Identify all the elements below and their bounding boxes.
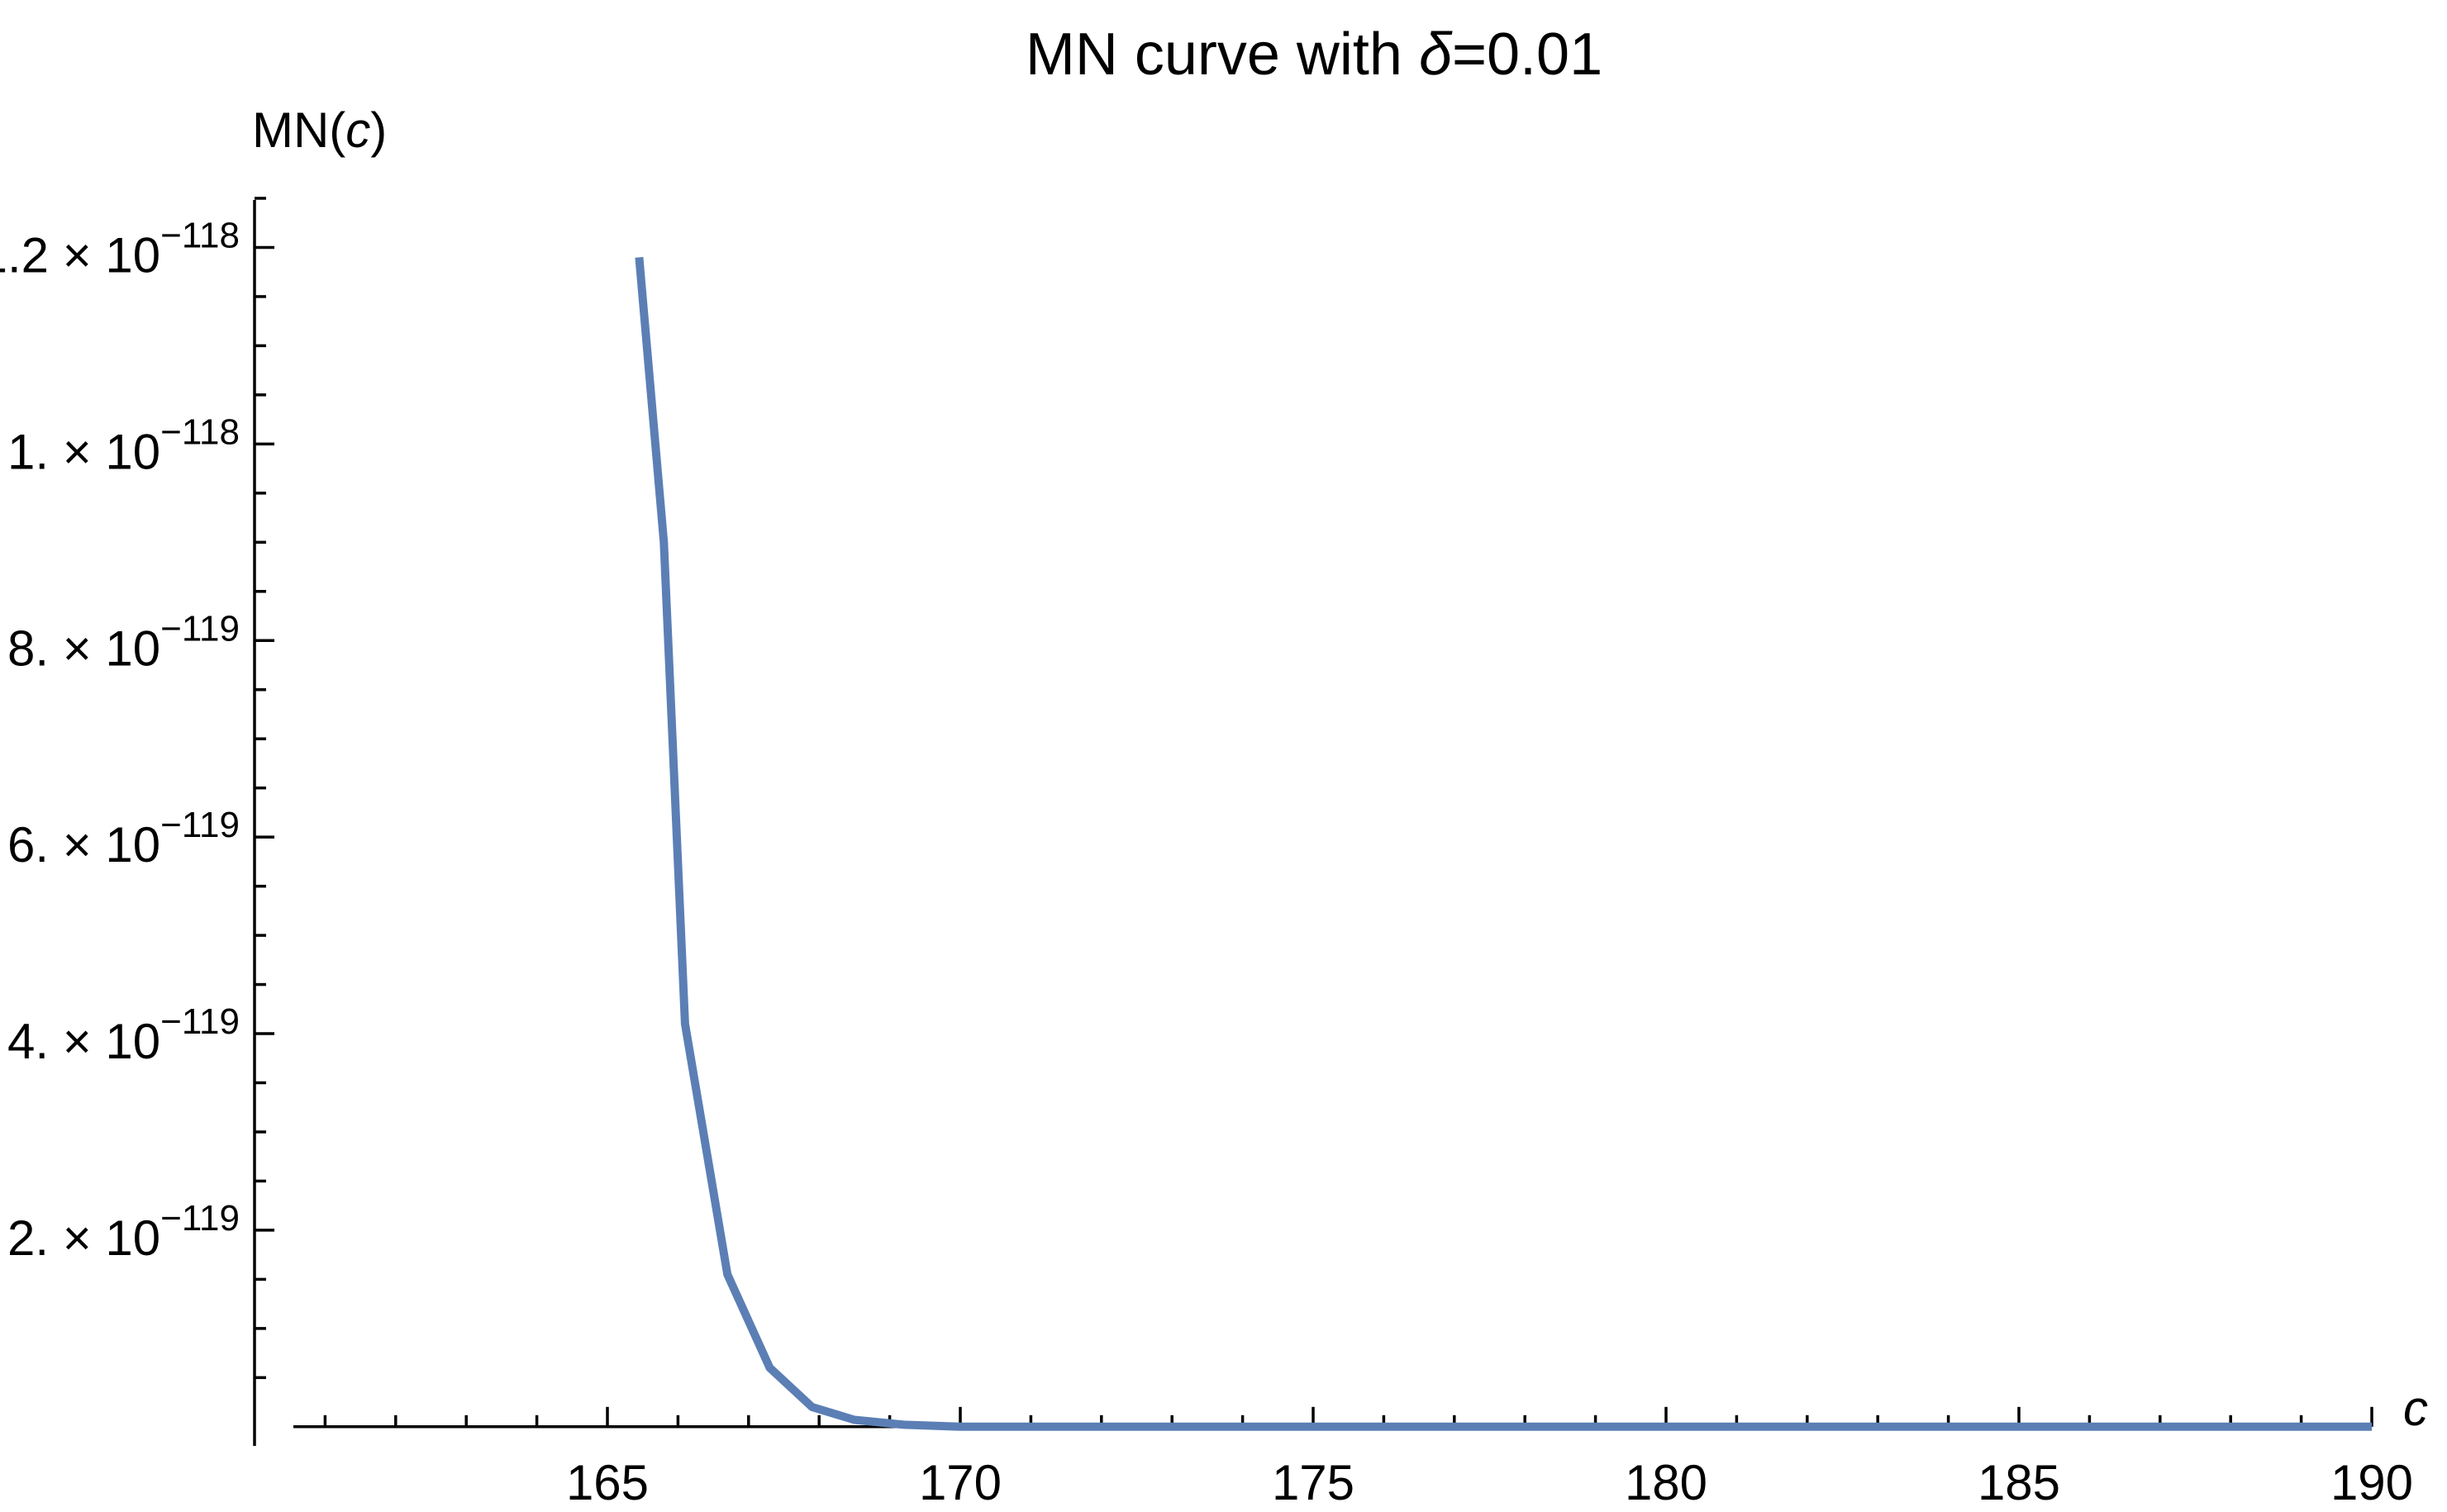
chart-title-suffix: =0.01 — [1452, 21, 1602, 88]
y-tick-label: 1. × 10−118 — [7, 411, 240, 479]
x-axis-label: c — [2403, 1381, 2428, 1436]
x-tick-label: 190 — [2330, 1455, 2413, 1510]
y-axis-label-prefix: MN( — [252, 102, 345, 158]
chart-title-symbol: δ — [1419, 21, 1453, 88]
chart-title: MN curve with δ=0.01 — [1026, 21, 1602, 88]
x-tick-label: 165 — [566, 1455, 649, 1510]
y-tick-label: 8. × 10−119 — [7, 608, 240, 676]
y-axis-label-var: c — [345, 102, 370, 158]
y-axis-label-suffix: ) — [370, 102, 387, 158]
y-axis-tick-labels: 2. × 10−119 4. × 10−119 6. × 10−119 8. × 10… — [0, 215, 240, 1265]
y-tick-label: 4. × 10−119 — [7, 1001, 240, 1069]
y-tick-label: 1.2 × 10−118 — [0, 215, 240, 283]
x-axis-tick-labels: 165 170 175 180 185 190 — [566, 1455, 2413, 1510]
x-tick-label: 185 — [1978, 1455, 2060, 1510]
series-line-1 — [635, 256, 2372, 1431]
y-tick-label: 2. × 10−119 — [7, 1198, 240, 1266]
y-axis-ticks — [255, 197, 274, 1380]
chart-title-prefix: MN curve with — [1026, 21, 1419, 88]
y-tick-label: 6. × 10−119 — [7, 805, 240, 872]
x-tick-label: 170 — [919, 1455, 1002, 1510]
y-axis-label: MN(c) — [252, 102, 387, 158]
series-group — [635, 256, 2372, 1431]
x-tick-label: 180 — [1625, 1455, 1707, 1510]
x-tick-label: 175 — [1272, 1455, 1354, 1510]
